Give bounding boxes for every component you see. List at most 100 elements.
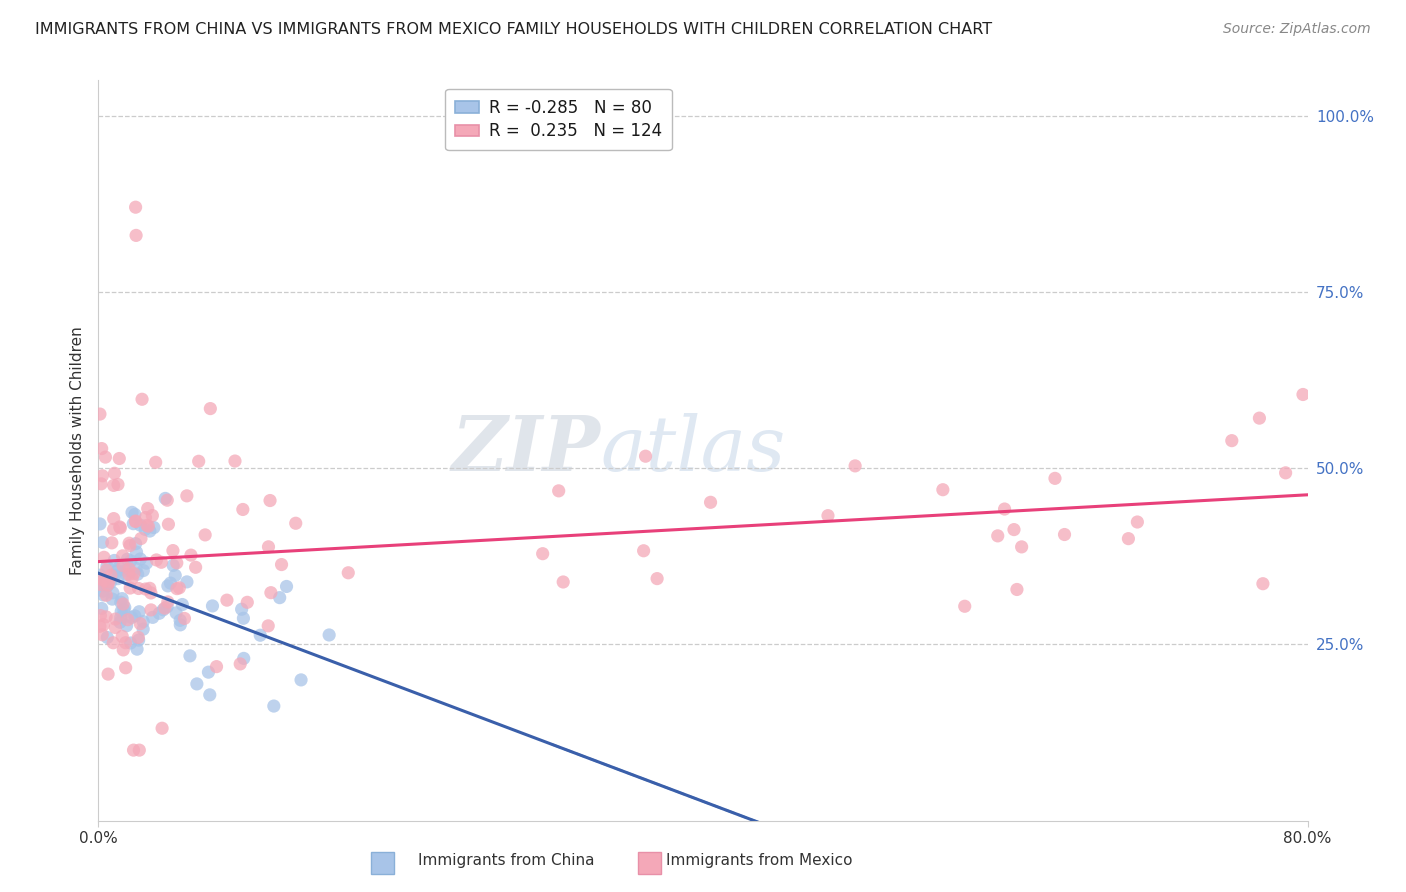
Point bbox=[987, 529, 1010, 543]
Point bbox=[125, 228, 148, 243]
Point bbox=[93, 574, 115, 588]
Point bbox=[125, 642, 148, 657]
Point bbox=[91, 584, 114, 599]
Text: atlas: atlas bbox=[600, 414, 786, 487]
Point bbox=[89, 568, 111, 582]
Point bbox=[112, 643, 135, 657]
Point bbox=[157, 517, 180, 532]
Point bbox=[121, 572, 143, 586]
Point bbox=[257, 619, 280, 633]
Point bbox=[115, 567, 138, 582]
Point bbox=[129, 616, 152, 631]
Point bbox=[176, 489, 198, 503]
Point bbox=[1126, 515, 1149, 529]
Point bbox=[101, 586, 124, 600]
Point bbox=[124, 514, 146, 528]
Point bbox=[89, 516, 111, 531]
Point bbox=[162, 558, 184, 573]
Point bbox=[953, 599, 976, 614]
Point bbox=[108, 615, 131, 630]
Point bbox=[165, 606, 187, 620]
Text: Immigrants from Mexico: Immigrants from Mexico bbox=[666, 854, 852, 868]
Point bbox=[224, 454, 246, 468]
Point bbox=[118, 536, 141, 550]
Point bbox=[124, 537, 146, 551]
Point bbox=[156, 599, 179, 614]
Point bbox=[125, 545, 148, 559]
Point bbox=[103, 636, 125, 650]
Point bbox=[114, 600, 136, 615]
Point bbox=[114, 636, 136, 650]
Point bbox=[844, 458, 866, 473]
Point bbox=[132, 564, 155, 578]
Point bbox=[139, 524, 162, 538]
Point bbox=[141, 508, 163, 523]
Point bbox=[124, 608, 146, 623]
Point bbox=[139, 586, 162, 600]
Point bbox=[135, 556, 157, 570]
Point bbox=[112, 597, 135, 611]
Point bbox=[186, 677, 208, 691]
Text: ZIP: ZIP bbox=[451, 414, 600, 487]
Point bbox=[197, 665, 219, 680]
Point bbox=[93, 550, 115, 565]
Point bbox=[817, 508, 839, 523]
Point bbox=[93, 617, 115, 632]
Point bbox=[89, 407, 111, 421]
Point bbox=[152, 603, 174, 617]
Point bbox=[120, 636, 142, 650]
Point bbox=[107, 477, 129, 491]
Point bbox=[122, 743, 145, 757]
Point bbox=[129, 518, 152, 533]
Point bbox=[1274, 466, 1296, 480]
Point bbox=[135, 518, 157, 533]
Point bbox=[166, 582, 188, 596]
Point bbox=[290, 673, 312, 687]
Point bbox=[259, 493, 281, 508]
Point bbox=[284, 516, 307, 531]
Point bbox=[129, 532, 152, 546]
Point bbox=[166, 556, 188, 570]
Point bbox=[128, 605, 150, 619]
Point bbox=[159, 576, 181, 591]
Point bbox=[156, 595, 179, 609]
Point bbox=[173, 611, 195, 625]
Point bbox=[89, 608, 111, 623]
Point bbox=[100, 568, 122, 582]
Point bbox=[134, 522, 156, 536]
Point bbox=[136, 501, 159, 516]
Point bbox=[94, 450, 117, 464]
Point bbox=[122, 566, 145, 581]
Point bbox=[108, 520, 131, 534]
Text: Source: ZipAtlas.com: Source: ZipAtlas.com bbox=[1223, 22, 1371, 37]
Point bbox=[260, 585, 283, 599]
Point bbox=[231, 602, 253, 616]
Point bbox=[269, 591, 291, 605]
Point bbox=[1220, 434, 1243, 448]
Point bbox=[179, 648, 201, 663]
Point bbox=[103, 511, 125, 525]
Point bbox=[699, 495, 721, 509]
Point bbox=[337, 566, 360, 580]
Point bbox=[145, 553, 167, 567]
Point bbox=[101, 536, 124, 550]
Point bbox=[121, 505, 143, 519]
Y-axis label: Family Households with Children: Family Households with Children bbox=[69, 326, 84, 574]
Point bbox=[150, 721, 173, 735]
Point bbox=[180, 548, 202, 562]
Point bbox=[104, 568, 127, 582]
Point bbox=[1292, 387, 1315, 401]
Point bbox=[142, 610, 165, 624]
Point bbox=[547, 483, 569, 498]
Point bbox=[111, 591, 134, 606]
Point bbox=[318, 628, 340, 642]
Point bbox=[145, 455, 167, 469]
Point bbox=[1005, 582, 1028, 597]
Point bbox=[232, 502, 254, 516]
Point bbox=[115, 563, 138, 577]
Point bbox=[1249, 411, 1271, 425]
Text: Immigrants from China: Immigrants from China bbox=[418, 854, 595, 868]
Point bbox=[184, 560, 207, 574]
Point bbox=[232, 651, 254, 665]
Point bbox=[131, 392, 153, 407]
